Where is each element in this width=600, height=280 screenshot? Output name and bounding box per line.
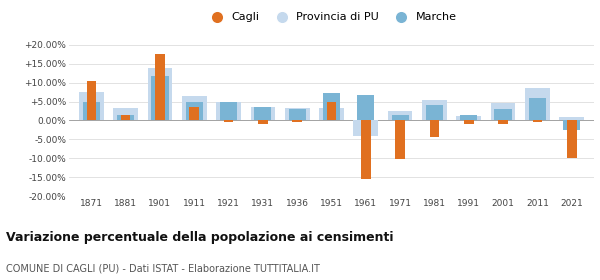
Bar [155,54,165,120]
Bar [151,76,169,120]
Bar [319,108,344,120]
Bar [254,107,271,120]
Bar [86,81,96,120]
Bar [457,116,481,120]
Bar [216,102,241,120]
Bar [392,115,409,120]
Bar [567,120,577,158]
Bar [292,120,302,122]
Bar [326,102,337,120]
Bar [464,120,473,124]
Bar [289,109,306,120]
Bar [79,92,104,120]
Bar [148,68,172,120]
Bar [559,117,584,120]
Bar [83,102,100,120]
Bar [113,108,138,120]
Bar [563,120,580,130]
Bar [491,103,515,120]
Bar [529,98,546,120]
Bar [422,100,447,120]
Bar [430,120,439,137]
Bar [494,109,512,120]
Bar [121,115,130,120]
Bar [426,105,443,120]
Bar [533,120,542,122]
Bar [224,120,233,122]
Bar [460,115,478,120]
Legend: Cagli, Provincia di PU, Marche: Cagli, Provincia di PU, Marche [202,8,461,27]
Bar [117,115,134,120]
Bar [251,107,275,120]
Bar [525,88,550,120]
Bar [185,102,203,120]
Bar [353,120,378,136]
Bar [323,93,340,120]
Bar [190,107,199,120]
Bar [220,102,237,120]
Bar [258,120,268,124]
Bar [498,120,508,124]
Bar [285,108,310,120]
Bar [357,95,374,120]
Bar [395,120,405,159]
Text: Variazione percentuale della popolazione ai censimenti: Variazione percentuale della popolazione… [6,231,394,244]
Bar [388,111,412,120]
Bar [182,96,206,120]
Text: COMUNE DI CAGLI (PU) - Dati ISTAT - Elaborazione TUTTITALIA.IT: COMUNE DI CAGLI (PU) - Dati ISTAT - Elab… [6,263,320,273]
Bar [361,120,371,179]
